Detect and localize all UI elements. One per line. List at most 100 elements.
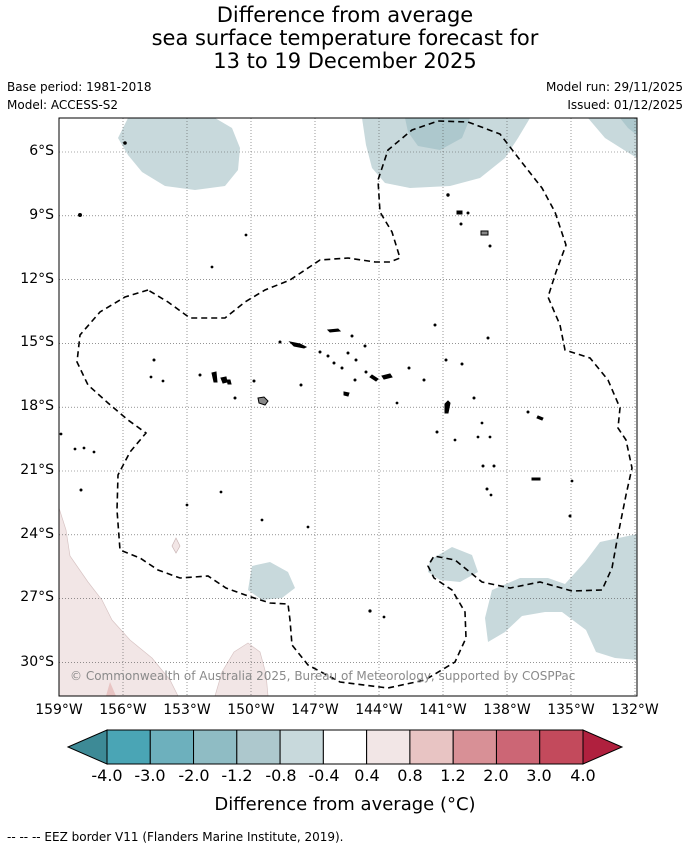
island — [444, 400, 451, 414]
colorbar-max-extension — [582, 729, 624, 765]
lon-label: 135°W — [547, 702, 595, 718]
title-line-2: sea surface temperature forecast for — [151, 26, 539, 50]
island — [381, 373, 393, 380]
title-line-1: Difference from average — [216, 3, 474, 27]
island — [466, 211, 470, 215]
lon-label: 150°W — [227, 702, 275, 718]
island — [226, 379, 232, 385]
island — [306, 525, 310, 529]
island — [476, 435, 480, 439]
island — [73, 447, 77, 451]
lon-label: 156°W — [99, 702, 147, 718]
colorbar-cell — [193, 729, 238, 765]
island — [364, 370, 368, 374]
island — [149, 375, 153, 379]
island — [486, 336, 490, 340]
cool-patch-ne — [588, 118, 637, 158]
island — [460, 362, 464, 366]
island — [568, 514, 572, 518]
map-frame-border — [58, 117, 638, 697]
meta-right: Model run: 29/11/2025 Issued: 01/12/2025 — [546, 78, 683, 114]
model-name: Model: ACCESS-S2 — [7, 98, 119, 112]
island — [332, 361, 336, 365]
island — [435, 430, 439, 434]
warm-speck — [171, 537, 181, 554]
colorbar-tick-label: 3.0 — [526, 766, 552, 785]
colorbar-cell — [409, 729, 454, 765]
colorbar-tick-label: 2.0 — [483, 766, 509, 785]
island — [446, 193, 450, 197]
island — [453, 438, 457, 442]
copyright-notice: © Commonwealth of Australia 2025, Bureau… — [70, 669, 576, 683]
island — [531, 477, 541, 481]
colorbar-tick-label: -4.0 — [91, 766, 123, 785]
island — [444, 358, 448, 362]
title-line-3: 13 to 19 December 2025 — [213, 49, 477, 73]
island — [459, 222, 463, 226]
warm-patch-sw — [59, 507, 179, 696]
island — [481, 464, 485, 468]
islands — [59, 141, 574, 619]
island — [353, 378, 357, 382]
colorbar-cell — [452, 729, 497, 765]
island — [260, 518, 264, 522]
colorbar-cell — [236, 729, 281, 765]
grid-parallels — [59, 151, 637, 663]
island — [354, 358, 358, 362]
island — [456, 210, 463, 215]
island — [123, 141, 127, 145]
colorbar-min-extension — [66, 729, 108, 765]
lon-label: 138°W — [483, 702, 531, 718]
map-title: Difference from average sea surface temp… — [0, 4, 690, 73]
colorbar-cell — [106, 729, 151, 765]
lat-label: 9°S — [29, 207, 54, 223]
anomaly-fields — [59, 118, 637, 696]
island — [343, 391, 350, 397]
colorbar-title: Difference from average (°C) — [214, 794, 476, 815]
island — [219, 490, 223, 494]
model-run: Model run: 29/11/2025 — [545, 80, 683, 94]
island — [326, 328, 342, 333]
island — [92, 450, 96, 454]
colorbar-tick-label: -0.8 — [265, 766, 297, 785]
colorbar-tick-label: -1.2 — [221, 766, 253, 785]
cool-patch-se — [485, 534, 637, 660]
island — [368, 609, 372, 613]
island — [211, 371, 218, 383]
colorbar-cell — [322, 729, 368, 765]
lon-label: 147°W — [291, 702, 339, 718]
meta-left: Base period: 1981-2018 Model: ACCESS-S2 — [7, 78, 152, 114]
colorbar-tick-label: -2.0 — [178, 766, 210, 785]
lon-label: 144°W — [355, 702, 403, 718]
cool-patch-ne-inner — [620, 118, 637, 135]
island — [422, 378, 426, 382]
island — [161, 379, 165, 383]
lat-label: 12°S — [20, 271, 54, 287]
colorbar-tick-label: -0.4 — [308, 766, 340, 785]
island — [433, 323, 437, 327]
island — [152, 358, 156, 362]
island — [299, 383, 303, 387]
island — [472, 396, 476, 400]
island — [489, 493, 493, 497]
lat-label: 6°S — [29, 143, 54, 159]
colorbar-tick-label: 1.2 — [440, 766, 466, 785]
lon-label: 159°W — [35, 702, 83, 718]
warm-patch-corner — [106, 682, 116, 696]
eez-borders — [76, 120, 633, 689]
island — [382, 615, 386, 619]
island — [480, 230, 489, 236]
island — [318, 350, 322, 354]
colorbar-cell — [366, 729, 411, 765]
eez-legend-note: -- -- -- EEZ border V11 (Flanders Marine… — [7, 830, 344, 844]
colorbar-cell — [539, 729, 584, 765]
colorbar-cell — [279, 729, 324, 765]
colorbar — [66, 729, 624, 765]
island — [346, 351, 350, 355]
lat-label: 15°S — [20, 334, 54, 350]
colorbar-tick-label: 0.8 — [397, 766, 423, 785]
island — [82, 446, 86, 450]
lon-label: 141°W — [419, 702, 467, 718]
island — [185, 503, 189, 507]
cool-patch-nw — [118, 118, 240, 190]
